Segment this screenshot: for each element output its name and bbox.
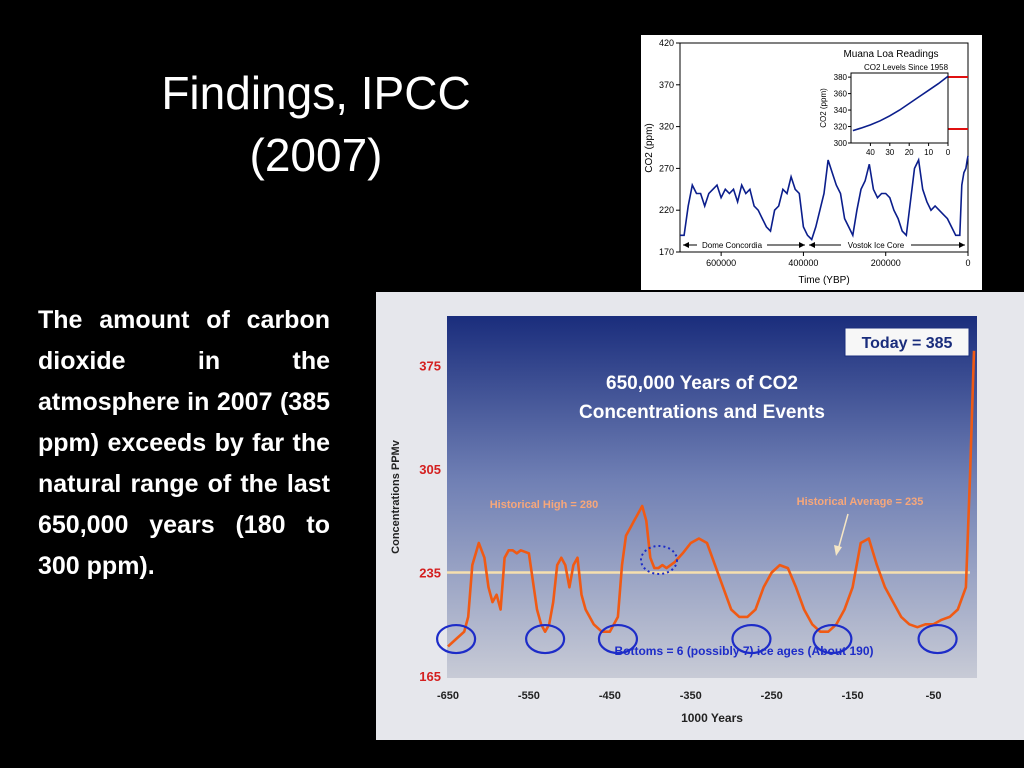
- y-tick-label: 320: [659, 122, 674, 132]
- inset-frame: [850, 72, 949, 144]
- series-layer: [680, 155, 969, 241]
- series-line: [680, 155, 969, 241]
- y-tick-label: 370: [659, 80, 674, 90]
- ice-age-circle: [812, 623, 853, 655]
- co2-650k-chart: 375 305 235 165 -650 -550 -450 -350 -250 -150 -50…: [376, 292, 1024, 740]
- x-ticks: -650 -550 -450 -350 -250 -150 -50: [437, 690, 942, 702]
- today-badge: [844, 327, 970, 357]
- arrow-head-left-icon: [683, 242, 689, 248]
- inset-y-tick-label: 320: [834, 123, 848, 132]
- inset-x-tick-label: 0: [946, 148, 951, 157]
- x-axis-label: Time (YBP): [798, 275, 849, 286]
- inset-y-ticks: 380 360 340 320 300: [834, 73, 851, 148]
- slide-title-line1: Findings, IPCC: [161, 67, 471, 119]
- inset-x-tick-label: 10: [924, 148, 933, 157]
- region-label-bg: [841, 240, 911, 250]
- y-axis-label: CO2 (ppm): [644, 123, 655, 172]
- inset-y-tick-label: 360: [834, 90, 848, 99]
- historical-high-dotted-circle: [640, 545, 678, 575]
- arrow-head-right-icon: [799, 242, 805, 248]
- x-ticks: 600000 400000 200000 0: [706, 252, 971, 268]
- ice-age-circle: [435, 623, 477, 655]
- region-label-bg: [697, 240, 767, 250]
- inset-title: Muana Loa Readings: [843, 49, 938, 60]
- inset-series-line: [852, 75, 949, 132]
- region-label-vostok: Vostok Ice Core: [848, 241, 905, 250]
- x-tick-label: 0: [965, 258, 970, 268]
- chart-subtitle: Concentrations and Events: [579, 402, 825, 423]
- ice-age-circle: [525, 623, 566, 655]
- series-layer: [447, 350, 976, 648]
- x-tick-label: -150: [842, 690, 864, 702]
- bottoms-label: Bottoms = 6 (possibly 7) ice ages (About…: [614, 644, 873, 658]
- x-tick-label: -550: [518, 690, 540, 702]
- slide-title-line2: (2007): [249, 129, 383, 181]
- x-tick-label: -450: [599, 690, 621, 702]
- region-label-dome: Dome Concordia: [702, 241, 763, 250]
- y-axis-label: Concentrations PPMv: [390, 439, 402, 554]
- x-tick-label: 400000: [788, 258, 818, 268]
- arrow-head-icon: [834, 545, 842, 556]
- inset-x-tick-label: 30: [885, 148, 894, 157]
- y-tick-label: 170: [659, 247, 674, 257]
- co2-650k-svg: 375 305 235 165 -650 -550 -450 -350 -250 -150 -50…: [376, 292, 1024, 740]
- inset-y-tick-label: 380: [834, 73, 848, 82]
- x-tick-label: 600000: [706, 258, 736, 268]
- ice-age-circle: [731, 623, 772, 655]
- chart-title: 650,000 Years of CO2: [606, 373, 798, 394]
- x-tick-label: -350: [680, 690, 702, 702]
- y-tick-label: 165: [419, 669, 441, 684]
- y-tick-label: 305: [419, 462, 441, 477]
- inset-x-tick-label: 20: [905, 148, 914, 157]
- y-tick-label: 375: [419, 359, 441, 374]
- inset-y-tick-label: 300: [834, 139, 848, 148]
- inset-subtitle: CO2 Levels Since 1958: [864, 63, 949, 72]
- y-ticks: 420 370 320 270 220 170: [659, 38, 680, 257]
- historical-high-label: Historical High = 280: [490, 499, 599, 511]
- y-ticks: 375 305 235 165: [419, 359, 441, 684]
- body-text: The amount of carbon dioxide in the atmo…: [38, 306, 330, 580]
- x-tick-label: -250: [761, 690, 783, 702]
- x-tick-label: 200000: [871, 258, 901, 268]
- ice-age-circle: [597, 623, 639, 655]
- x-tick-label: -650: [437, 690, 459, 702]
- slide-title: Findings, IPCC (2007): [40, 62, 592, 186]
- historical-average-label: Historical Average = 235: [797, 496, 924, 508]
- y-tick-label: 220: [659, 205, 674, 215]
- inset-x-tick-label: 40: [866, 148, 875, 157]
- y-tick-label: 235: [419, 566, 441, 581]
- co2-ice-core-svg: 420 370 320 270 220 170 600000 400000 200000 0 C…: [644, 38, 971, 286]
- inset-series-layer: [852, 75, 949, 132]
- ice-age-circle: [917, 623, 958, 655]
- inset-y-axis-label: CO2 (ppm): [819, 88, 828, 128]
- inset-x-ticks: 40 30 20 10 0: [866, 143, 951, 157]
- x-tick-label: -50: [926, 690, 942, 702]
- inset-y-tick-label: 340: [834, 106, 848, 115]
- y-tick-label: 420: [659, 38, 674, 48]
- average-arrow: [837, 513, 849, 551]
- region-markers: Dome Concordia Vostok Ice Core: [683, 240, 965, 250]
- today-label: Today = 385: [862, 335, 953, 352]
- co2-ice-core-chart: 420 370 320 270 220 170 600000 400000 200000 0 C…: [641, 35, 982, 290]
- y-tick-label: 270: [659, 163, 674, 173]
- x-axis-label: 1000 Years: [681, 711, 743, 725]
- ice-age-circles: [435, 623, 958, 655]
- series-line: [447, 350, 976, 648]
- arrow-head-left-icon: [809, 242, 815, 248]
- plot-area: [447, 316, 977, 678]
- arrow-head-right-icon: [959, 242, 965, 248]
